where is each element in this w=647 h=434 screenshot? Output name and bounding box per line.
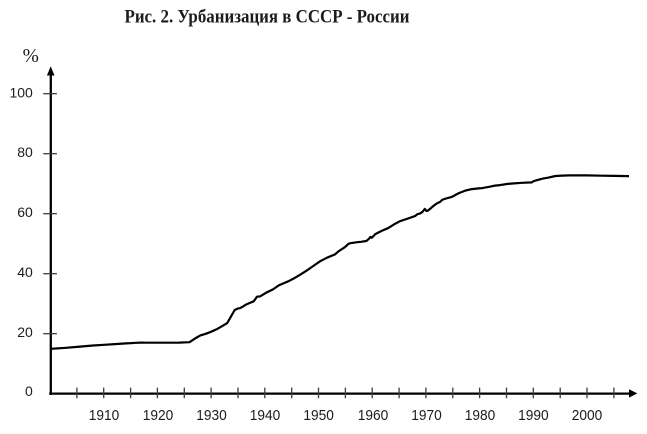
- svg-text:1970: 1970: [411, 407, 442, 424]
- svg-text:40: 40: [17, 264, 33, 280]
- svg-text:80: 80: [17, 144, 33, 160]
- svg-text:1910: 1910: [89, 407, 120, 424]
- svg-text:60: 60: [17, 204, 33, 220]
- svg-text:1930: 1930: [196, 407, 227, 424]
- svg-text:1940: 1940: [250, 407, 281, 424]
- svg-text:1950: 1950: [303, 407, 334, 424]
- svg-text:Рис. 2. Урбанизация в СССР - Р: Рис. 2. Урбанизация в СССР - России: [125, 7, 410, 28]
- svg-text:1920: 1920: [143, 407, 174, 424]
- svg-text:2000: 2000: [572, 407, 603, 424]
- svg-text:1960: 1960: [358, 407, 389, 424]
- svg-text:0: 0: [25, 383, 33, 399]
- svg-text:1990: 1990: [518, 407, 549, 424]
- svg-text:%: %: [23, 46, 39, 67]
- svg-text:100: 100: [9, 84, 33, 100]
- svg-text:1980: 1980: [465, 407, 496, 424]
- svg-text:20: 20: [17, 324, 33, 340]
